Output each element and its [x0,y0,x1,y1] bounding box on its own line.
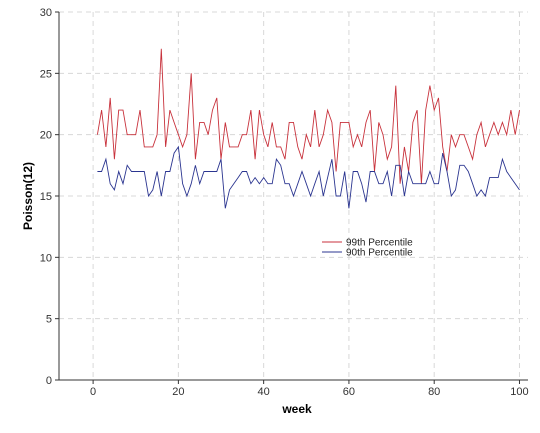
x-tick-label: 40 [258,386,270,398]
x-tick-label: 20 [172,386,184,398]
x-tick-label: 60 [343,386,355,398]
tick-labels: 0 5 10 15 20 25 30 0 20 40 60 80 100 [40,7,529,398]
y-axis-title: Poisson(12) [21,162,35,230]
series-line-99th-percentile [96,48,520,184]
legend-label-99th: 99th Percentile [346,238,413,249]
grid [59,11,528,380]
y-tick-label: 20 [40,130,52,142]
y-tick-label: 5 [46,314,52,326]
axes [55,11,528,384]
x-tick-label: 100 [510,386,528,398]
x-tick-label: 0 [90,386,96,398]
legend-label-90th: 90th Percentile [346,248,413,259]
y-tick-label: 30 [40,7,52,19]
series-line-90th-percentile [97,145,520,209]
series-lines [96,48,520,209]
y-tick-label: 10 [40,252,52,264]
y-tick-label: 0 [46,375,52,387]
y-tick-label: 15 [40,191,52,203]
x-tick-label: 80 [428,386,440,398]
legend: 99th Percentile 90th Percentile [322,238,413,259]
x-axis-title: week [281,402,312,416]
y-tick-label: 25 [40,68,52,80]
